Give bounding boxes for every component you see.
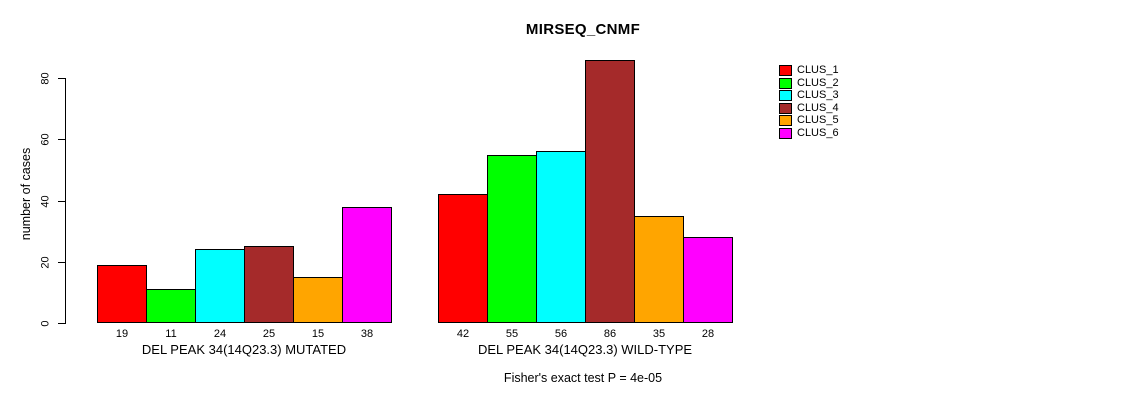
y-tick-mark: [58, 78, 65, 79]
bar-clus-4-mutated: [244, 246, 294, 323]
legend-label-clus-2: CLUS_2: [797, 77, 839, 89]
y-tick-mark: [58, 139, 65, 140]
legend-label-clus-5: CLUS_5: [797, 114, 839, 126]
bar-value-label: 25: [262, 328, 276, 340]
x-group-label-wild-type: DEL PEAK 34(14Q23.3) WILD-TYPE: [477, 342, 693, 357]
legend-swatch-clus-1: [779, 65, 792, 76]
bar-clus-3-wild-type: [536, 151, 586, 323]
legend-label-clus-4: CLUS_4: [797, 102, 839, 114]
chart-title: MIRSEQ_CNMF: [525, 21, 641, 38]
legend-swatch-clus-3: [779, 90, 792, 101]
bar-clus-3-mutated: [195, 249, 245, 323]
legend-label-clus-6: CLUS_6: [797, 127, 839, 139]
bar-clus-4-wild-type: [585, 60, 635, 323]
y-tick-label: 20: [39, 256, 52, 269]
bar-value-label: 38: [360, 328, 374, 340]
bar-value-label: 86: [603, 328, 617, 340]
bar-clus-2-mutated: [146, 289, 196, 323]
legend-label-clus-3: CLUS_3: [797, 89, 839, 101]
legend-swatch-clus-4: [779, 103, 792, 114]
legend-label-clus-1: CLUS_1: [797, 64, 839, 76]
bar-value-label: 15: [311, 328, 325, 340]
legend-swatch-clus-5: [779, 115, 792, 126]
bar-value-label: 56: [554, 328, 568, 340]
bar-value-label: 42: [456, 328, 470, 340]
bar-clus-6-wild-type: [683, 237, 733, 323]
bar-value-label: 24: [213, 328, 227, 340]
bar-clus-5-mutated: [293, 277, 343, 323]
y-axis-line: [65, 78, 66, 324]
bar-clus-1-wild-type: [438, 194, 488, 323]
legend-swatch-clus-6: [779, 128, 792, 139]
legend-swatch-clus-2: [779, 78, 792, 89]
y-tick-label: 40: [39, 195, 52, 208]
y-tick-mark: [58, 201, 65, 202]
y-tick-mark: [58, 262, 65, 263]
bar-value-label: 11: [165, 328, 177, 340]
bar-value-label: 35: [652, 328, 666, 340]
y-tick-label: 0: [39, 320, 52, 327]
y-axis-title: number of cases: [19, 147, 33, 241]
bar-value-label: 19: [115, 328, 129, 340]
y-tick-label: 80: [39, 72, 52, 85]
bar-clus-5-wild-type: [634, 216, 684, 323]
bar-value-label: 55: [505, 328, 519, 340]
bar-clus-6-mutated: [342, 207, 392, 323]
y-tick-mark: [58, 323, 65, 324]
y-tick-label: 60: [39, 133, 52, 146]
bar-clus-2-wild-type: [487, 155, 537, 323]
x-group-label-mutated: DEL PEAK 34(14Q23.3) MUTATED: [141, 342, 347, 357]
fisher-test-annotation: Fisher's exact test P = 4e-05: [503, 371, 663, 385]
bar-value-label: 28: [701, 328, 715, 340]
bar-clus-1-mutated: [97, 265, 147, 323]
